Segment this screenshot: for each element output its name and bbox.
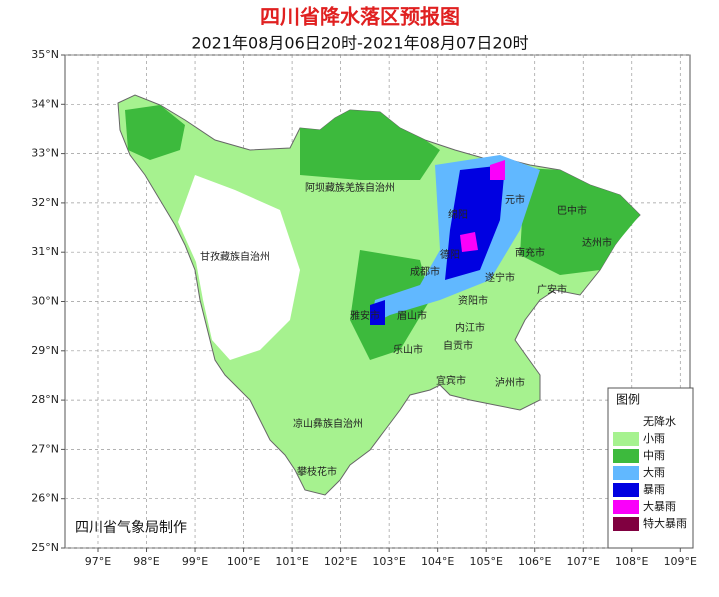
place-label: 元市 — [505, 193, 525, 206]
lon-tick-label: 108°E — [615, 555, 648, 568]
legend-label: 大雨 — [643, 465, 665, 479]
legend-title: 图例 — [616, 393, 640, 407]
place-label: 甘孜藏族自治州 — [200, 250, 270, 263]
lon-tick-label: 101°E — [275, 555, 308, 568]
lon-tick-label: 103°E — [372, 555, 405, 568]
legend-label: 特大暴雨 — [643, 516, 687, 530]
place-label: 巴中市 — [557, 204, 587, 217]
place-label: 宜宾市 — [436, 374, 466, 387]
place-label: 成都市 — [410, 265, 440, 278]
lat-tick-label: 30°N — [31, 295, 59, 308]
rainstorm-area — [370, 300, 385, 325]
legend-swatch — [613, 432, 639, 446]
place-label: 绵阳 — [448, 208, 468, 221]
lat-tick-label: 27°N — [31, 442, 59, 455]
place-label: 遂宁市 — [485, 271, 515, 284]
lat-tick-label: 34°N — [31, 97, 59, 110]
place-label: 德阳 — [440, 248, 460, 261]
place-label: 攀枝花市 — [297, 465, 337, 478]
place-label: 广安市 — [537, 283, 567, 296]
lat-tick-label: 29°N — [31, 344, 59, 357]
legend-swatch — [613, 517, 639, 531]
legend-label: 无降水 — [643, 414, 676, 428]
map-title: 四川省降水落区预报图 — [260, 5, 460, 29]
legend-label: 中雨 — [643, 449, 665, 462]
lon-tick-label: 100°E — [227, 555, 260, 568]
place-label: 凉山彝族自治州 — [293, 417, 363, 430]
lat-tick-label: 31°N — [31, 245, 59, 258]
legend-swatch — [613, 415, 639, 429]
lon-tick-label: 105°E — [469, 555, 502, 568]
place-label: 内江市 — [455, 321, 485, 334]
moderate-rain-area — [300, 110, 440, 180]
place-label: 资阳市 — [458, 294, 488, 307]
lon-tick-label: 109°E — [664, 555, 697, 568]
legend-label: 小雨 — [643, 432, 665, 445]
place-label: 自贡市 — [443, 339, 473, 352]
legend-swatch — [613, 466, 639, 480]
heavy-rainstorm-area — [490, 160, 505, 180]
legend-swatch — [613, 483, 639, 497]
map-subtitle: 2021年08月06日20时-2021年08月07日20时 — [191, 34, 528, 53]
place-label: 眉山市 — [397, 309, 427, 322]
lon-tick-label: 102°E — [324, 555, 357, 568]
lat-tick-label: 28°N — [31, 393, 59, 406]
place-label: 阿坝藏族羌族自治州 — [305, 181, 395, 194]
lon-tick-label: 97°E — [85, 555, 111, 568]
lat-tick-label: 33°N — [31, 147, 59, 160]
place-labels: 阿坝藏族羌族自治州 甘孜藏族自治州 凉山彝族自治州 攀枝花市 元市 绵阳 德阳 … — [200, 181, 612, 478]
lat-tick-label: 32°N — [31, 196, 59, 209]
moderate-rain-area — [520, 168, 640, 275]
ticks: 25°N 26°N 27°N 28°N 29°N 30°N 31°N 32°N 33°N 34°N… — [31, 48, 697, 568]
lat-tick-label: 26°N — [31, 492, 59, 505]
moderate-rain-area — [125, 105, 185, 160]
legend-swatch — [613, 500, 639, 514]
regions — [117, 94, 641, 496]
place-label: 南充市 — [515, 246, 545, 259]
lon-tick-label: 99°E — [182, 555, 208, 568]
lat-tick-label: 35°N — [31, 48, 59, 61]
place-label: 达州市 — [582, 236, 612, 249]
credit: 四川省气象局制作 — [75, 520, 187, 536]
place-label: 雅安市 — [350, 309, 380, 322]
place-label: 乐山市 — [393, 343, 423, 356]
lat-tick-label: 25°N — [31, 541, 59, 554]
place-label: 泸州市 — [495, 376, 525, 389]
heavy-rainstorm-area — [460, 232, 478, 252]
lon-tick-label: 98°E — [133, 555, 159, 568]
legend-swatch — [613, 449, 639, 463]
rainstorm-area — [445, 165, 505, 280]
legend-label: 大暴雨 — [643, 499, 676, 513]
lon-tick-label: 106°E — [518, 555, 551, 568]
lon-tick-label: 104°E — [421, 555, 454, 568]
lon-tick-label: 107°E — [567, 555, 600, 568]
legend-label: 暴雨 — [643, 483, 665, 496]
no-rain-area — [178, 175, 300, 360]
